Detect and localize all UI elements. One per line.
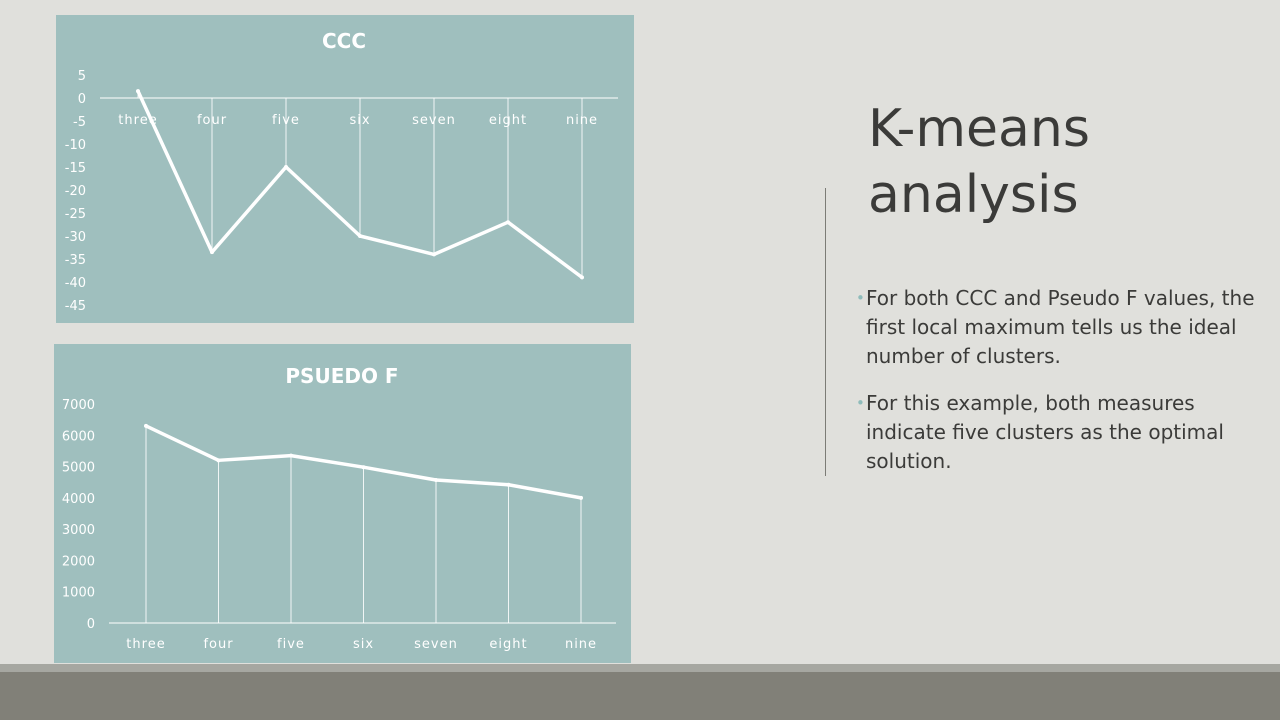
y-tick-label: 0 xyxy=(78,92,86,107)
data-point xyxy=(432,252,436,257)
footer-bar xyxy=(0,672,1280,720)
y-tick-label: 5 xyxy=(78,69,86,84)
data-point xyxy=(506,220,510,225)
y-tick-label: 0 xyxy=(87,617,95,632)
bullet-item: • For both CCC and Pseudo F values, the … xyxy=(856,284,1256,371)
y-tick-label: 7000 xyxy=(62,398,95,413)
chart-title: CCC xyxy=(322,29,366,53)
x-tick-label: three xyxy=(126,637,165,652)
y-tick-label: -25 xyxy=(65,207,86,222)
pseudo-f-chart: PSUEDO F 7000 6000 5000 4000 3000 2000 1000 0 th… xyxy=(54,344,631,663)
bullet-item: • For this example, both measures indica… xyxy=(856,389,1256,476)
bullet-text: For both CCC and Pseudo F values, the fi… xyxy=(866,286,1255,368)
y-tick-label: -10 xyxy=(65,138,86,153)
y-tick-label: 4000 xyxy=(62,492,95,507)
x-tick-label: six xyxy=(349,113,370,128)
pseudo-f-chart-svg: PSUEDO F 7000 6000 5000 4000 3000 2000 1000 0 th… xyxy=(62,364,616,652)
y-tick-label: 5000 xyxy=(62,461,95,476)
x-tick-label: nine xyxy=(565,637,597,652)
y-tick-label: -40 xyxy=(65,276,86,291)
ccc-chart-svg: CCC 5 0 -5 -10 -15 -20 -25 -30 -35 -40 -45 three fou… xyxy=(65,29,618,314)
chart-title: PSUEDO F xyxy=(285,364,398,388)
data-point xyxy=(284,165,288,169)
y-tick-label: -35 xyxy=(65,253,86,268)
x-tick-label: six xyxy=(353,637,374,652)
x-tick-label: four xyxy=(197,113,227,128)
y-tick-label: -30 xyxy=(65,230,86,245)
slide-title: K-means analysis xyxy=(868,99,1090,225)
x-tick-label: three xyxy=(118,113,157,128)
footer-band xyxy=(0,664,1280,672)
y-tick-label: 2000 xyxy=(62,554,95,569)
data-point xyxy=(210,250,214,255)
x-tick-label: five xyxy=(272,113,300,128)
data-point xyxy=(136,89,140,94)
x-tick-label: seven xyxy=(414,637,458,652)
vertical-divider xyxy=(825,188,826,476)
ccc-chart: CCC 5 0 -5 -10 -15 -20 -25 -30 -35 -40 -45 three fou… xyxy=(56,15,634,323)
x-tick-label: five xyxy=(277,637,305,652)
bullet-text: For this example, both measures indicate… xyxy=(866,391,1224,473)
data-point xyxy=(289,453,293,458)
x-tick-label: eight xyxy=(489,637,527,652)
x-tick-label: eight xyxy=(489,113,527,128)
y-tick-label: 6000 xyxy=(62,429,95,444)
data-point xyxy=(144,423,148,428)
data-point xyxy=(506,482,511,487)
y-tick-label: -15 xyxy=(65,161,86,176)
bullet-dot-icon: • xyxy=(856,289,865,307)
data-point xyxy=(434,478,438,483)
x-tick-label: nine xyxy=(566,113,598,128)
bullet-list: • For both CCC and Pseudo F values, the … xyxy=(856,284,1256,494)
x-tick-label: seven xyxy=(412,113,456,128)
y-tick-label: -45 xyxy=(65,299,86,314)
data-point xyxy=(216,458,221,463)
data-point xyxy=(358,234,362,238)
y-tick-label: 1000 xyxy=(62,586,95,601)
y-tick-label: 3000 xyxy=(62,523,95,538)
y-tick-label: -20 xyxy=(65,184,86,199)
x-tick-label: four xyxy=(203,637,233,652)
bullet-dot-icon: • xyxy=(856,394,865,412)
data-point xyxy=(580,275,584,280)
data-point xyxy=(579,495,583,500)
data-point xyxy=(361,465,366,470)
y-tick-label: -5 xyxy=(73,115,86,130)
